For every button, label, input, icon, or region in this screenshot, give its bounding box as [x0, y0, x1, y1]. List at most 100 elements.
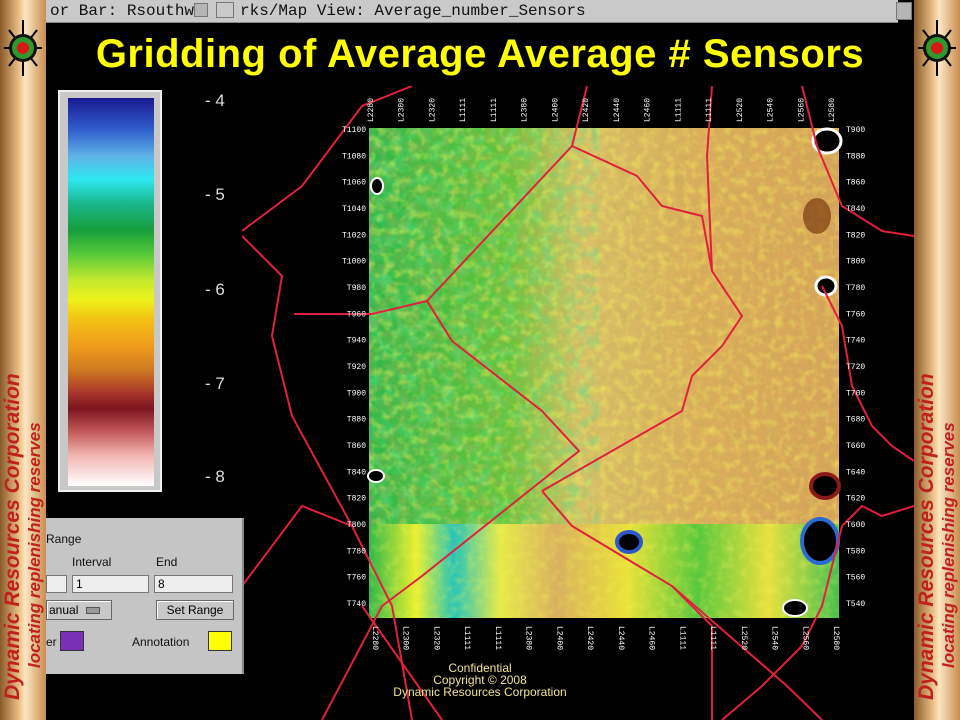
window-close-button[interactable]	[896, 2, 912, 20]
map-right-axis-label: T600	[846, 521, 865, 530]
map-left-axis-label: T1080	[342, 152, 366, 161]
map-bottom-axis-label: L1111	[677, 626, 686, 650]
map-top-axis-label: L2460	[644, 98, 653, 122]
border-color-label: er	[46, 635, 57, 649]
colorbar-window-titlebar[interactable]: or Bar: Rsouthw	[46, 0, 240, 23]
right-brand-text: Dynamic Resources Corporation locating r…	[914, 0, 960, 720]
map-top-axis-label: L2380	[521, 98, 530, 122]
county-boundaries	[242, 86, 914, 720]
map-left-axis-label: T940	[347, 337, 366, 346]
sun-emblem-icon	[916, 18, 958, 78]
window-menu-button[interactable]	[194, 3, 208, 17]
colorbar-tick: - 5	[205, 185, 225, 204]
map-bottom-axis-label: L2520	[739, 626, 748, 650]
annotation-color-label: Annotation	[132, 635, 190, 649]
map-top-axis-label: L2320	[428, 98, 437, 122]
slide-title: Gridding of Average Average # Sensors	[95, 32, 865, 76]
map-bottom-axis-label: L2280	[370, 626, 379, 650]
map-left-axis-label: T980	[347, 284, 366, 293]
map-window-titlebar[interactable]: rks/Map View: Average_number_Sensors	[238, 0, 898, 23]
range-panel: Range Interval End 1 8 anual Set Range e…	[46, 518, 244, 674]
border-color-swatch[interactable]	[60, 631, 84, 651]
map-left-axis-label: T1000	[342, 258, 366, 267]
map-right-axis-label: T560	[846, 574, 865, 583]
map-bottom-axis-label: L2300	[401, 626, 410, 650]
map-window-title: rks/Map View: Average_number_Sensors	[240, 2, 586, 20]
map-top-axis-label: L2580	[828, 98, 837, 122]
footer-copyright: Copyright © 2008	[433, 673, 527, 687]
map-bottom-axis-label: L1111	[493, 626, 502, 650]
map-right-axis-label: T860	[846, 179, 865, 188]
map-bottom-axis-label: L2400	[554, 626, 563, 650]
map-right-axis-label: T720	[846, 363, 865, 372]
map-left-axis-labels: T1100 T1080 T1060 T1040 T1020 T1000 T980 T960 T9…	[342, 126, 366, 609]
map-top-axis-label: L2300	[398, 98, 407, 122]
map-left-axis-label: T1060	[342, 179, 366, 188]
map-right-axis-label: T660	[846, 442, 865, 451]
map-right-axis-label: T640	[846, 468, 865, 477]
range-mode-dropdown[interactable]: anual	[46, 600, 112, 620]
map-left-axis-label: T800	[347, 521, 366, 530]
map-bottom-axis-label: L2420	[585, 626, 594, 650]
end-label: End	[156, 555, 178, 569]
start-field[interactable]	[46, 575, 67, 593]
sun-emblem-icon	[2, 18, 44, 78]
map-top-axis-label: L2400	[551, 98, 560, 122]
colorbar-tick: - 7	[205, 374, 225, 393]
left-brand-line: locating replenishing reserves	[25, 422, 44, 668]
map-top-axis-label: L1111	[705, 98, 714, 122]
left-brand-text: Dynamic Resources Corporation locating r…	[0, 0, 46, 720]
set-range-button[interactable]: Set Range	[156, 600, 234, 620]
range-section-label: Range	[46, 532, 82, 546]
map-top-axis-label: L2520	[736, 98, 745, 122]
colorbar-window-title: or Bar: Rsouthw	[50, 2, 195, 20]
colorbar-gradient	[68, 98, 154, 486]
map-bottom-axis-label: L2440	[616, 626, 625, 650]
map-bottom-axis-label: L2380	[524, 626, 533, 650]
map-left-axis-label: T780	[347, 547, 366, 556]
map-left-axis-label: T920	[347, 363, 366, 372]
map-right-axis-label: T580	[846, 547, 865, 556]
range-mode-value: anual	[49, 603, 79, 617]
map-top-axis-labels: L2280 L2300 L2320 L1111 L1111 L2380 L2400 L2420…	[367, 98, 837, 122]
map-bottom-axis-label: L1111	[462, 626, 471, 650]
footer-company: Dynamic Resources Corporation	[393, 685, 567, 699]
interval-label: Interval	[72, 555, 112, 569]
right-brand-line: Dynamic Resources Corporation	[915, 373, 938, 700]
map-right-axis-label: T800	[846, 258, 865, 267]
map-left-axis-label: T880	[347, 416, 366, 425]
map-left-axis-label: T960	[347, 310, 366, 319]
map-top-axis-label: L2280	[367, 98, 376, 122]
annotation-color-swatch[interactable]	[208, 631, 232, 651]
window-iconify-button[interactable]	[216, 2, 234, 18]
map-top-axis-label: L2540	[767, 98, 776, 122]
map-right-axis-label: T900	[846, 126, 865, 135]
footer-confidential: Confidential	[448, 661, 512, 675]
map-left-axis-label: T900	[347, 389, 366, 398]
map-left-axis-label: T1020	[342, 231, 366, 240]
right-brand-line: locating replenishing reserves	[939, 422, 958, 668]
map-right-axis-label: T540	[846, 600, 865, 609]
map-left-axis-label: T760	[347, 574, 366, 583]
map-bottom-axis-label: L2560	[800, 626, 809, 650]
map-right-axis-label: T620	[846, 495, 865, 504]
map-left-axis-label: T820	[347, 495, 366, 504]
map-bottom-axis-label: L2460	[647, 626, 656, 650]
map-canvas[interactable]: L2280 L2300 L2320 L1111 L1111 L2380 L2400 L2420…	[242, 86, 914, 720]
map-bottom-axis-labels: L2280 L2300 L2320 L1111 L1111 L2380 L2400 L2420…	[370, 626, 840, 650]
map-right-axis-label: T780	[846, 284, 865, 293]
map-left-axis-label: T1040	[342, 205, 366, 214]
map-top-axis-label: L2420	[582, 98, 591, 122]
map-top-axis-label: L1111	[459, 98, 468, 122]
map-top-axis-label: L1111	[490, 98, 499, 122]
map-top-axis-label: L2560	[797, 98, 806, 122]
map-right-axis-label: T820	[846, 231, 865, 240]
map-bottom-axis-label: L2580	[831, 626, 840, 650]
interval-field[interactable]: 1	[72, 575, 149, 593]
grid-surface	[367, 127, 843, 618]
map-left-axis-label: T860	[347, 442, 366, 451]
left-brand-line: Dynamic Resources Corporation	[1, 373, 24, 700]
map-right-axis-label: T880	[846, 152, 865, 161]
end-field[interactable]: 8	[154, 575, 233, 593]
colorbar-tick: - 6	[205, 280, 225, 299]
